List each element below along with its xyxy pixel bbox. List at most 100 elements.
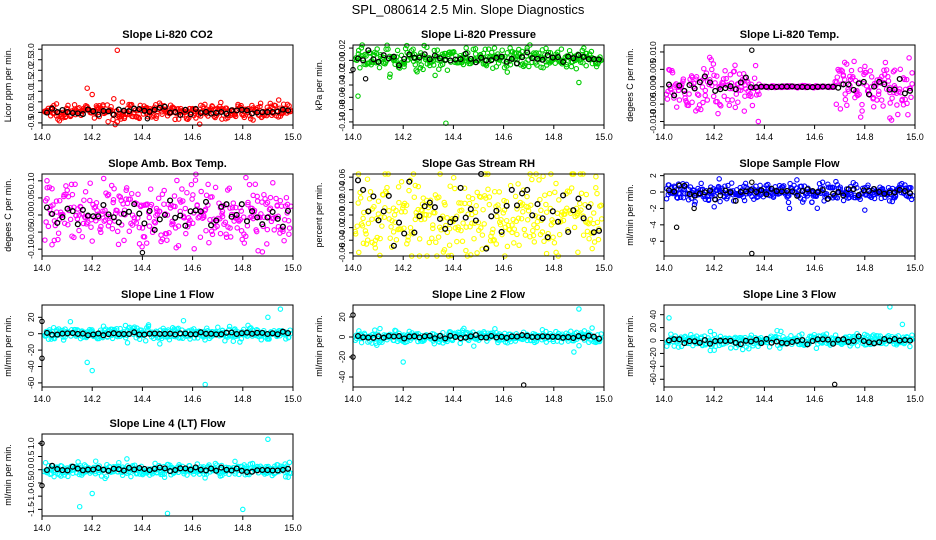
mean-point [95, 464, 102, 472]
data-point [722, 68, 728, 74]
data-point [576, 342, 582, 349]
mean-point [768, 185, 775, 192]
data-point [61, 220, 68, 227]
mean-point [835, 84, 842, 91]
data-point [209, 231, 216, 238]
y-tick-label: 0.010 [648, 41, 658, 63]
data-point [192, 177, 199, 183]
x-tick-label: 14.4 [756, 132, 774, 142]
data-point [53, 101, 60, 107]
data-point [488, 49, 495, 56]
data-point [362, 228, 369, 234]
mean-point [238, 201, 245, 208]
data-point [426, 212, 432, 218]
data-point [512, 193, 519, 200]
data-point [483, 195, 489, 201]
data-point [842, 96, 849, 103]
mean-point [431, 52, 438, 59]
data-point [717, 198, 723, 205]
mean-point [580, 215, 587, 222]
mean-point [74, 465, 81, 472]
mean-point [896, 75, 903, 83]
x-tick-label: 14.4 [756, 394, 774, 404]
data-point [401, 63, 407, 70]
data-point [479, 232, 486, 238]
mean-point [401, 55, 408, 62]
data-point [486, 201, 493, 208]
data-point [538, 64, 544, 71]
data-point [499, 47, 505, 53]
data-point [401, 225, 407, 231]
mean-point [259, 221, 266, 228]
data-point [360, 215, 366, 222]
data-point [688, 80, 694, 87]
y-tick-label: 40 [648, 310, 658, 320]
mean-point [202, 467, 210, 474]
mean-point [855, 80, 862, 87]
data-point [227, 225, 233, 231]
data-point [212, 460, 219, 467]
data-point [891, 67, 898, 74]
data-point [456, 200, 462, 206]
data-point [580, 60, 586, 66]
data-point [140, 111, 147, 117]
data-point [267, 194, 274, 201]
mean-point [524, 49, 531, 56]
mean-point [284, 107, 292, 114]
outlier-point [114, 47, 121, 54]
y-tick-label: 0.06 [337, 169, 347, 186]
mean-point [375, 333, 382, 340]
data-point [486, 194, 493, 200]
mean-point [570, 55, 577, 62]
data-point [728, 345, 734, 351]
data-point [386, 74, 393, 80]
data-point [388, 224, 394, 230]
data-point [153, 115, 159, 122]
x-tick-label: 14.0 [33, 523, 51, 533]
data-point [685, 102, 692, 109]
data-point [155, 195, 162, 202]
data-point [75, 459, 81, 465]
mean-point [747, 186, 755, 194]
mean-point [146, 207, 153, 215]
data-point [183, 230, 189, 237]
data-point [594, 190, 600, 197]
mean-point [172, 108, 179, 116]
mean-point [151, 106, 158, 113]
data-point [271, 227, 277, 233]
data-point [450, 174, 457, 181]
data-point [65, 221, 71, 228]
data-point [729, 97, 735, 103]
data-point [474, 189, 480, 196]
data-point [477, 51, 484, 58]
data-point [273, 195, 279, 202]
mean-point [59, 106, 66, 114]
data-point [491, 188, 498, 195]
mean-point [69, 463, 76, 470]
mean-point [125, 108, 133, 115]
data-point [478, 225, 484, 231]
mean-point [681, 182, 688, 189]
mean-point [84, 106, 92, 113]
x-tick-label: 14.8 [856, 132, 874, 142]
data-point [511, 240, 517, 246]
mean-point [712, 87, 719, 94]
outlier-point [786, 205, 793, 212]
data-point [208, 228, 215, 235]
mean-point [79, 206, 86, 213]
mean-point [706, 340, 714, 347]
data-point [838, 67, 844, 73]
data-point [127, 196, 134, 202]
outlier-point [144, 115, 151, 122]
data-point [264, 199, 271, 206]
data-point [60, 334, 66, 340]
data-point [263, 201, 269, 207]
data-point [723, 75, 729, 82]
y-tick-label: -20 [337, 351, 347, 364]
mean-point [483, 334, 490, 341]
data-point [543, 209, 550, 215]
data-point [143, 240, 150, 246]
data-point [429, 235, 435, 242]
x-tick-label: 14.2 [394, 132, 412, 142]
data-point [854, 342, 861, 349]
